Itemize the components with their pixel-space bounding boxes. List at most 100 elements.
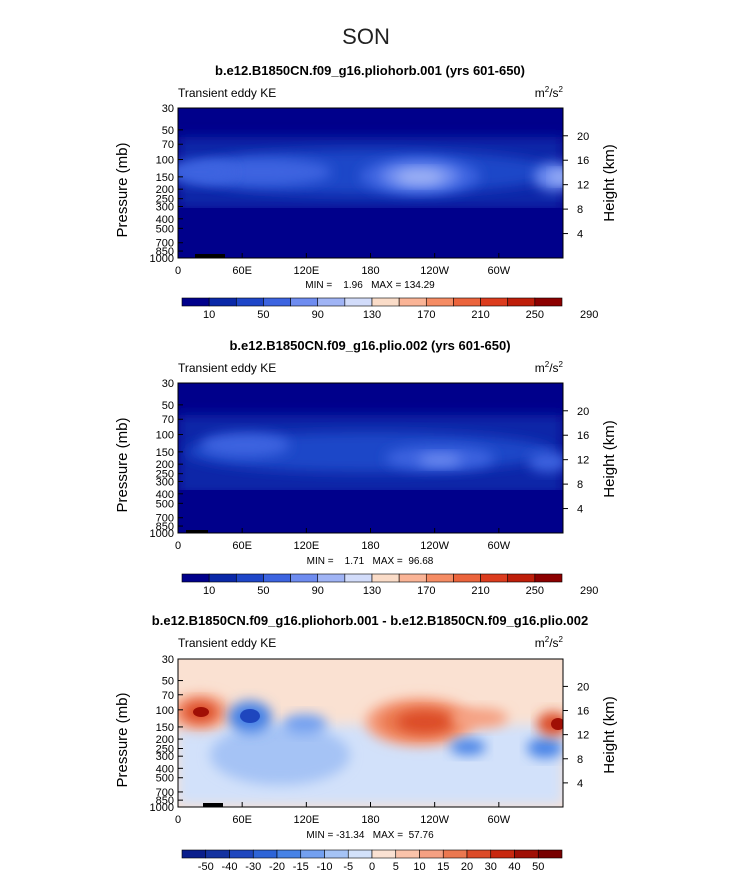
colorbar-swatch [514,849,539,859]
colorbar-swatch [507,573,536,583]
y-tick-label: 100 [156,430,174,442]
y-tick-label: 400 [156,763,174,775]
colorbar-swatch [490,849,515,859]
panel-title: b.e12.B1850CN.f09_g16.plio.002 (yrs 601-… [229,338,510,353]
y-tick-label: 30 [162,654,174,666]
y-tick-label: 850 [156,246,174,258]
y-tick-label: 30 [162,103,174,115]
colorbar-swatch [371,297,400,307]
colorbar-swatch [534,573,563,583]
x-tick-label: 180 [361,265,379,277]
field-label: Transient eddy KE [178,86,276,100]
contour-band [397,711,453,733]
panel-2: b.e12.B1850CN.f09_g16.plio.002 (yrs 601-… [114,338,618,597]
colorbar-swatch [317,297,346,307]
colorbar-label: 130 [363,585,381,597]
colorbar-swatch [419,849,444,859]
colorbar-swatch [480,573,509,583]
contour-band [418,454,462,466]
y-tick-label: 200 [156,184,174,196]
contour-band [193,707,209,717]
x-tick-label: 120E [293,540,319,552]
colorbar-label: 50 [257,585,269,597]
contour-band [240,709,260,723]
stats-label: MIN = 1.71 MAX = 96.68 [307,556,434,567]
colorbar-swatch [276,849,302,859]
colorbar-label: 10 [203,309,215,321]
y-tick-label: 150 [156,722,174,734]
colorbar-swatch [181,573,210,583]
x-tick-label: 120W [420,814,449,826]
x-tick-label: 60W [488,814,511,826]
terrain [195,254,225,258]
y-tick-label-right: 12 [577,180,589,192]
y-tick-label: 70 [162,139,174,151]
y-tick-label-right: 8 [577,479,583,491]
x-tick-label: 0 [175,814,181,826]
colorbar-label: 290 [580,309,598,321]
y-tick-label: 1000 [150,253,174,265]
contour-band [283,714,327,734]
y-tick-label: 700 [156,238,174,250]
colorbar-swatch [395,849,420,859]
y-axis-right: 20 16 12 8 4 [563,681,589,790]
field-label: Transient eddy KE [178,361,276,375]
panel-title: b.e12.B1850CN.f09_g16.pliohorb.001 (yrs … [215,63,525,78]
y-tick-label: 700 [156,513,174,525]
colorbar-swatch [466,849,492,859]
y-tick-label: 500 [156,773,174,785]
colorbar-swatch [300,849,325,859]
colorbar-label: -10 [317,861,333,873]
terrain [203,803,223,807]
x-tick-label: 0 [175,265,181,277]
colorbar-label: 170 [417,309,435,321]
y-tick-label: 50 [162,400,174,412]
colorbar-swatch [453,573,481,583]
colorbar-swatch [398,573,427,583]
colorbar-label: 40 [508,861,520,873]
colorbar-label: -5 [343,861,353,873]
colorbar-swatch [235,297,264,307]
units-label: m2/s2 [535,635,564,650]
x-tick-label: 60E [232,814,252,826]
contour-band [200,433,290,457]
y-tick-label: 400 [156,214,174,226]
y-tick-label-right: 20 [577,131,589,143]
colorbar-swatch [425,573,454,583]
colorbar-label: -40 [222,861,238,873]
colorbar-swatch [290,573,319,583]
colorbar-label: 15 [437,861,449,873]
colorbar-swatch [453,297,481,307]
colorbar-label: 5 [393,861,399,873]
colorbar-label: 130 [363,309,381,321]
contour-band [527,738,563,758]
y-tick-label-right: 4 [577,504,583,516]
y-tick-label-right: 4 [577,778,583,790]
colorbar-swatch [425,297,454,307]
y-axis-title-right: Height (km) [601,696,618,774]
panel-1: b.e12.B1850CN.f09_g16.pliohorb.001 (yrs … [114,63,618,321]
y-tick-label: 200 [156,459,174,471]
colorbar-swatch [263,573,291,583]
y-tick-label: 1000 [150,528,174,540]
terrain [186,530,208,533]
colorbar-swatch [252,849,278,859]
stats-label: MIN = 1.96 MAX = 134.29 [305,280,435,291]
colorbar-swatch [181,849,207,859]
y-tick-label: 50 [162,125,174,137]
contour-band [550,171,563,183]
x-axis: 0 60E 120E 180 120W 60W [175,528,511,552]
field-label: Transient eddy KE [178,636,276,650]
y-tick-label-right: 20 [577,406,589,418]
y-tick-label: 400 [156,489,174,501]
colorbar-label: 50 [532,861,544,873]
colorbar-swatch [534,297,563,307]
x-tick-label: 60E [232,265,252,277]
x-tick-label: 120E [293,265,319,277]
colorbar-label: -20 [269,861,285,873]
y-tick-label: 250 [156,469,174,481]
colorbar: 10 50 90 130 170 210 250 290 [181,573,598,597]
y-tick-label-right: 12 [577,455,589,467]
y-tick-label: 70 [162,690,174,702]
